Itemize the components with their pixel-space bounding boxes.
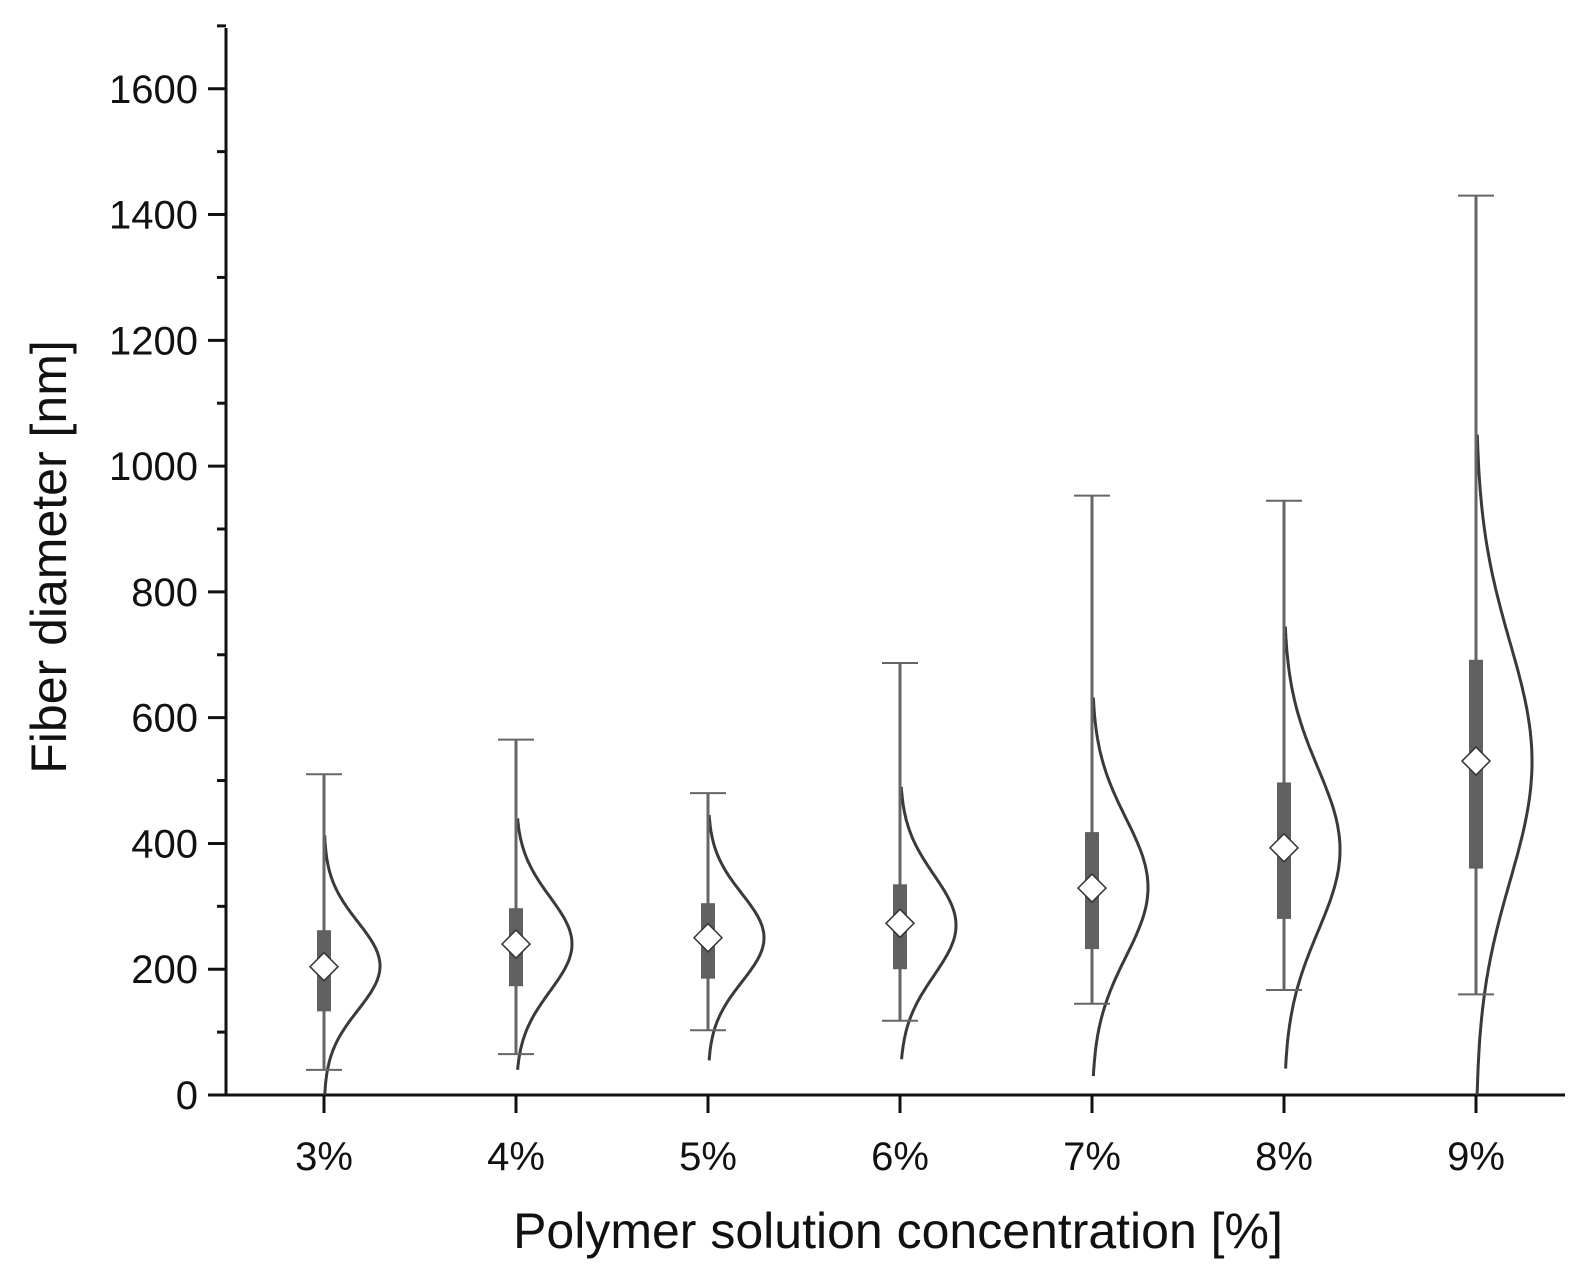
mean-marker [1460,745,1492,777]
x-tick-label: 4% [487,1135,545,1179]
x-tick-label: 5% [679,1135,737,1179]
x-tick-label: 7% [1063,1135,1121,1179]
distribution-curve [516,818,574,1070]
y-tick-label: 600 [131,697,198,741]
y-tick-label: 200 [131,948,198,992]
x-tick-label: 6% [871,1135,929,1179]
box-4pct [498,738,534,1056]
x-tick-label: 3% [295,1135,353,1179]
box-7pct [1074,494,1110,1005]
plot-area [306,194,1534,1096]
y-tick-label: 1600 [109,68,198,112]
box-9pct [1458,194,1494,996]
x-tick-label: 8% [1255,1135,1313,1179]
distribution-curve [707,815,766,1061]
mean-marker [1076,873,1108,904]
mean-marker [884,908,916,939]
y-tick-label: 1400 [109,194,198,238]
mean-marker [308,951,340,982]
y-axis: 0 200 400 600 800 1000 1200 1400 1600 [109,24,228,1118]
box-5pct [690,792,726,1032]
y-tick-label: 800 [131,571,198,615]
mean-marker [1268,832,1300,863]
x-tick-label: 9% [1447,1135,1505,1179]
distribution-curve [1475,434,1534,1096]
distribution-curve [1091,697,1150,1077]
distribution-curve [1283,626,1342,1069]
y-tick-label: 0 [176,1074,198,1118]
box-8pct [1266,499,1302,991]
y-tick-label: 400 [131,822,198,866]
mean-marker [692,922,724,953]
distribution-curve [899,786,958,1060]
box-3pct [306,773,342,1071]
y-tick-label: 1200 [109,319,198,363]
y-axis-title: Fiber diameter [nm] [21,340,77,773]
distribution-curve [323,835,382,1096]
x-axis: 3% 4% 5% 6% 7% 8% 9% [226,1093,1565,1179]
mean-marker [500,929,532,960]
y-tick-label: 1000 [109,445,198,489]
x-axis-title: Polymer solution concentration [%] [513,1203,1283,1259]
box-6pct [882,661,918,1022]
